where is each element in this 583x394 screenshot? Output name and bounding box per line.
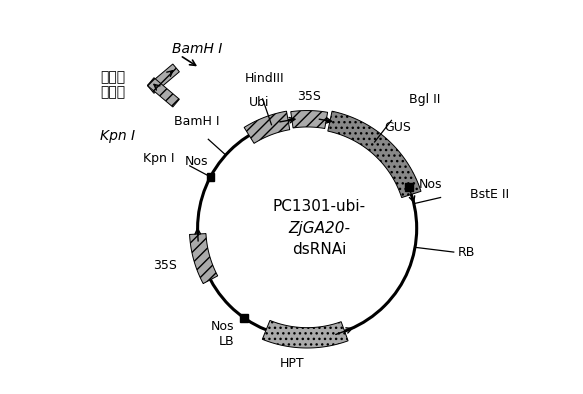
Polygon shape	[244, 111, 290, 143]
Text: Nos
LB: Nos LB	[211, 320, 234, 348]
Polygon shape	[147, 64, 180, 93]
Text: BamH I: BamH I	[172, 42, 223, 56]
Text: 35S: 35S	[153, 259, 177, 272]
Text: Ubi: Ubi	[248, 96, 269, 109]
Text: Nos: Nos	[185, 155, 209, 168]
Text: HPT: HPT	[280, 357, 305, 370]
Text: BamH I: BamH I	[174, 115, 219, 128]
Text: RB: RB	[458, 245, 475, 258]
Text: PC1301-ubi-: PC1301-ubi-	[272, 199, 366, 214]
Text: dsRNAi: dsRNAi	[292, 242, 346, 257]
Text: Nos: Nos	[419, 178, 442, 191]
Text: Bgl II: Bgl II	[409, 93, 440, 106]
Polygon shape	[291, 111, 328, 128]
Polygon shape	[240, 314, 248, 322]
Text: BstE II: BstE II	[470, 188, 509, 201]
Polygon shape	[262, 320, 348, 348]
Polygon shape	[189, 234, 217, 284]
Text: HindIII: HindIII	[245, 72, 285, 85]
Polygon shape	[405, 183, 413, 191]
Polygon shape	[328, 111, 421, 197]
Text: ZjGA20-: ZjGA20-	[288, 221, 350, 236]
Text: 35S: 35S	[297, 89, 321, 102]
Text: 正义钉: 正义钉	[100, 71, 125, 85]
Text: Kpn I: Kpn I	[143, 152, 174, 165]
Text: 反义钉: 反义钉	[100, 85, 125, 100]
Text: GUS: GUS	[384, 121, 411, 134]
Polygon shape	[147, 78, 180, 107]
Polygon shape	[206, 173, 215, 181]
Text: Kpn I: Kpn I	[100, 129, 135, 143]
